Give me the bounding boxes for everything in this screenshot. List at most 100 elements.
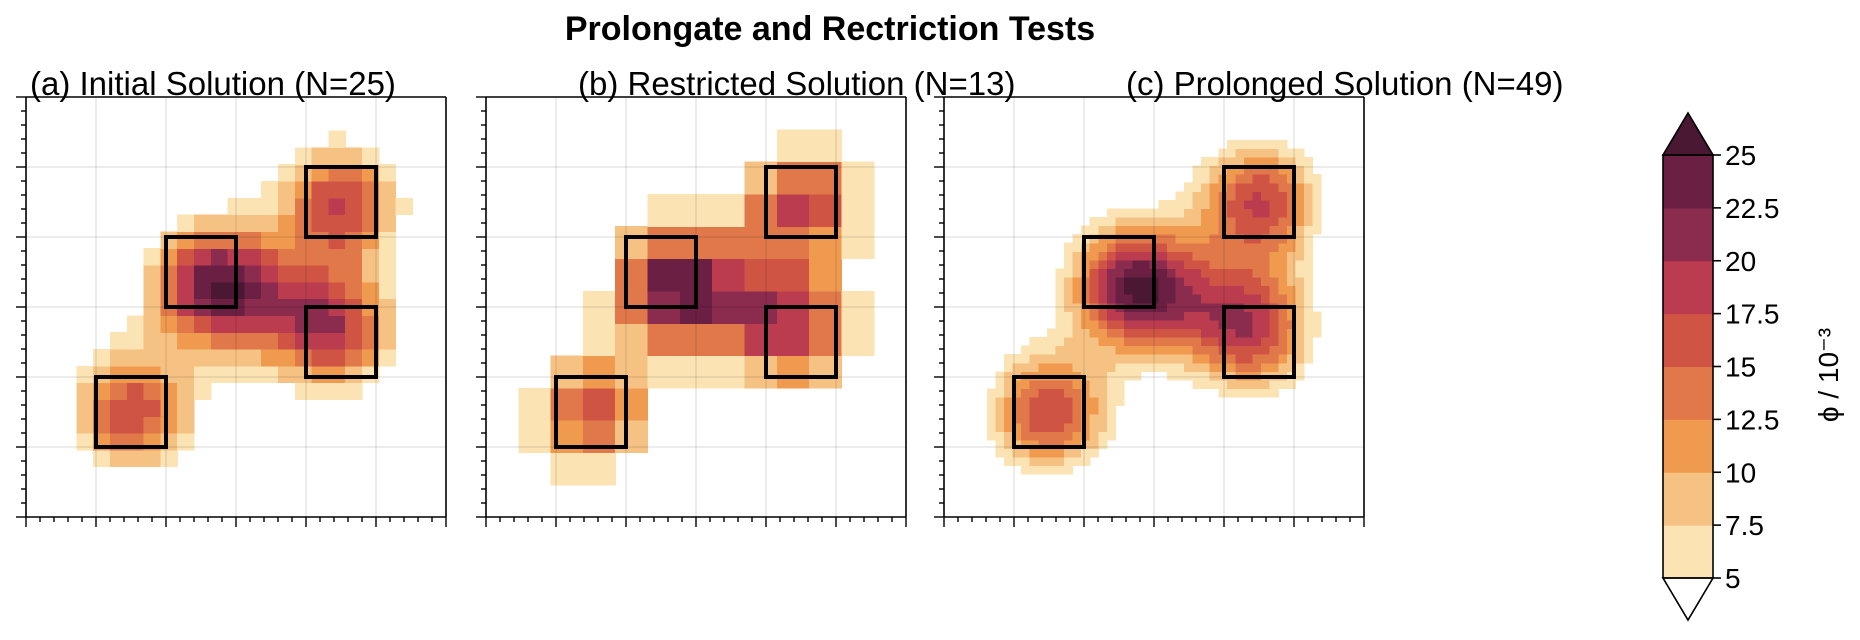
contour-cell — [1124, 319, 1134, 330]
contour-cell — [647, 323, 681, 357]
contour-cell — [582, 323, 616, 357]
contour-cell — [1226, 174, 1237, 184]
contour-cell — [1072, 311, 1082, 321]
contour-cell — [1046, 345, 1057, 355]
contour-cell — [1261, 157, 1271, 167]
contour-cell — [1021, 439, 1031, 450]
contour-cell — [1004, 362, 1014, 372]
contour-cell — [1089, 285, 1099, 295]
contour-cell — [1192, 277, 1202, 287]
contour-cell — [1278, 208, 1288, 218]
contour-cell — [1252, 285, 1262, 295]
contour-cell — [294, 315, 313, 333]
contour-cell — [1115, 251, 1125, 261]
source-box-4 — [764, 305, 838, 379]
contour-cell — [1072, 405, 1082, 415]
contour-cell — [1295, 294, 1305, 304]
contour-cell — [1029, 457, 1039, 467]
contour-cell — [1132, 337, 1142, 347]
contour-cell — [1106, 259, 1117, 270]
contour-cell — [278, 164, 296, 182]
contour-cell — [244, 315, 262, 333]
contour-cell — [378, 315, 397, 333]
contour-cell — [110, 332, 128, 350]
contour-cell — [1132, 268, 1142, 278]
contour-cell — [1192, 337, 1202, 347]
contour-cell — [1295, 165, 1305, 175]
panel-a: (a) Initial Solution (N=25) — [16, 65, 447, 527]
contour-cell — [1244, 345, 1254, 355]
contour-cell — [1184, 199, 1194, 210]
contour-cell — [294, 214, 313, 232]
source-box-2 — [1082, 235, 1156, 309]
contour-cell — [1261, 379, 1271, 390]
contour-cell — [345, 214, 363, 232]
contour-cell — [1184, 208, 1194, 218]
contour-cell — [1209, 337, 1219, 347]
contour-cell — [1184, 319, 1194, 330]
contour-cell — [1201, 199, 1211, 210]
contour-cell — [995, 397, 1005, 407]
contour-cell — [1012, 354, 1022, 364]
contour-cell — [744, 258, 778, 292]
contour-cell — [1286, 208, 1297, 218]
contour-cell — [1132, 319, 1142, 330]
contour-cell — [1064, 277, 1074, 287]
contour-cell — [1012, 448, 1022, 458]
panel-c-plot — [934, 96, 1365, 527]
contour-cell — [1184, 328, 1194, 338]
contour-cell — [1269, 191, 1279, 201]
contour-cell — [278, 332, 296, 350]
contour-cell — [1012, 431, 1022, 441]
contour-cell — [311, 349, 329, 367]
contour-cell — [986, 422, 997, 432]
contour-cell — [1064, 311, 1074, 321]
contour-cell — [1038, 345, 1048, 355]
contour-cell — [1192, 217, 1202, 227]
contour-cell — [1201, 294, 1211, 304]
contour-cell — [1132, 225, 1142, 235]
contour-cell — [1175, 362, 1185, 372]
contour-cell — [1286, 285, 1297, 295]
contour-cell — [1012, 422, 1022, 432]
contour-cell — [1166, 199, 1177, 210]
contour-cell — [1029, 414, 1039, 424]
contour-cell — [1304, 217, 1314, 227]
contour-cell — [995, 414, 1005, 424]
contour-cell — [1201, 268, 1211, 278]
contour-cell — [1244, 319, 1254, 330]
contour-cell — [126, 349, 145, 367]
colorbar-tick-label: 15 — [1725, 352, 1756, 383]
contour-cell — [1175, 302, 1185, 312]
contour-cell — [1304, 174, 1314, 184]
contour-cell — [1226, 208, 1237, 218]
contour-cell — [1072, 397, 1082, 407]
contour-cell — [1235, 242, 1245, 252]
contour-cell — [1184, 182, 1194, 192]
contour-cell — [210, 248, 229, 266]
contour-cell — [1132, 354, 1142, 364]
contour-cell — [1226, 165, 1237, 175]
contour-cell — [362, 248, 380, 266]
contour-cell — [1252, 311, 1262, 321]
colorbar-segment — [1663, 472, 1713, 526]
contour-cell — [1098, 431, 1108, 441]
contour-cell — [1149, 208, 1159, 218]
contour-cell — [328, 315, 346, 333]
contour-cell — [1106, 422, 1117, 432]
contour-cell — [1175, 371, 1185, 381]
contour-cell — [1278, 277, 1288, 287]
contour-cell — [1252, 379, 1262, 390]
contour-cell — [776, 323, 810, 357]
contour-cell — [1209, 302, 1219, 312]
contour-cell — [1286, 225, 1297, 235]
contour-cell — [582, 355, 616, 389]
contour-cell — [1278, 199, 1288, 210]
source-box-1 — [1012, 375, 1086, 449]
contour-cell — [1046, 414, 1057, 424]
contour-cell — [1226, 242, 1237, 252]
contour-cell — [1209, 345, 1219, 355]
contour-cell — [126, 382, 145, 400]
contour-cell — [1038, 422, 1048, 432]
contour-cell — [1089, 345, 1099, 355]
